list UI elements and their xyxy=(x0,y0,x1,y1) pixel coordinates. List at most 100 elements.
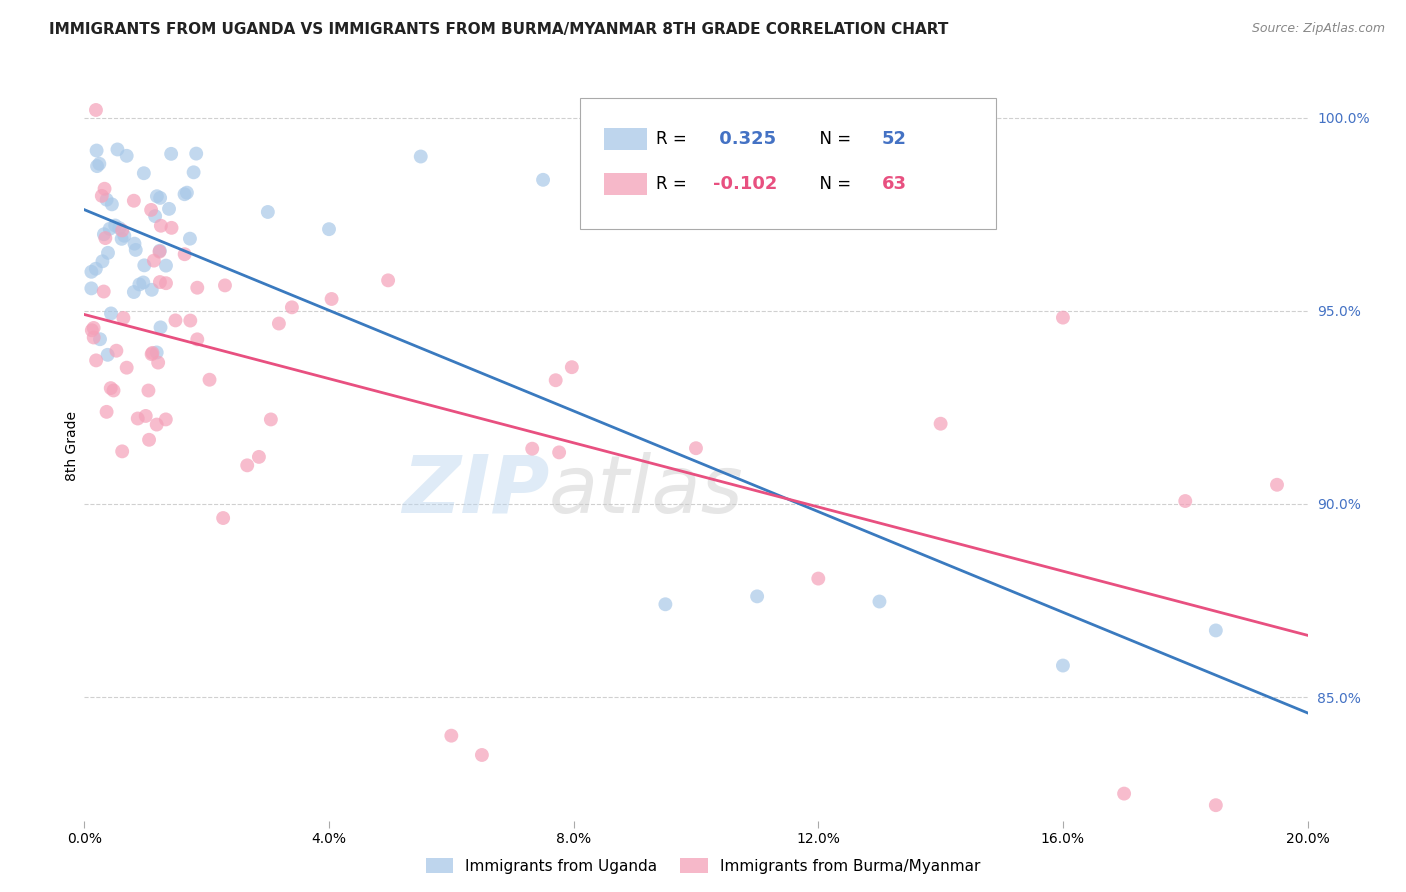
Point xyxy=(90,189,112,203)
Point xyxy=(267,317,290,331)
Point xyxy=(212,511,235,525)
Point xyxy=(929,417,952,431)
Text: IMMIGRANTS FROM UGANDA VS IMMIGRANTS FROM BURMA/MYANMAR 8TH GRADE CORRELATION CH: IMMIGRANTS FROM UGANDA VS IMMIGRANTS FRO… xyxy=(49,22,949,37)
Point xyxy=(149,244,172,258)
Point xyxy=(138,384,160,398)
Point xyxy=(107,143,129,157)
Point xyxy=(141,347,163,361)
Point xyxy=(747,590,769,604)
Point xyxy=(111,223,134,237)
Point xyxy=(83,330,105,344)
Point xyxy=(257,205,280,219)
Point xyxy=(179,232,201,246)
Point xyxy=(160,220,183,235)
Point xyxy=(155,276,177,290)
Point xyxy=(103,384,125,398)
Point xyxy=(97,245,120,260)
Point xyxy=(138,433,160,447)
Point xyxy=(176,186,198,200)
Point xyxy=(132,166,155,180)
Point xyxy=(143,209,166,223)
Point xyxy=(318,222,340,236)
Point xyxy=(236,458,259,473)
Text: 0.325: 0.325 xyxy=(713,130,776,148)
Text: 52: 52 xyxy=(882,130,907,148)
Text: R =: R = xyxy=(655,130,692,148)
Point xyxy=(127,411,149,425)
Point xyxy=(148,244,170,259)
Point xyxy=(89,332,111,346)
Point xyxy=(111,444,134,458)
Point xyxy=(149,219,172,233)
Point xyxy=(186,332,208,346)
Point xyxy=(146,189,169,203)
Y-axis label: 8th Grade: 8th Grade xyxy=(65,411,79,481)
Point xyxy=(115,149,138,163)
Point xyxy=(377,273,399,287)
Point xyxy=(98,221,121,235)
Point xyxy=(179,313,201,327)
Point xyxy=(94,231,117,245)
Point xyxy=(93,227,115,242)
Bar xyxy=(605,172,647,195)
Point xyxy=(198,373,221,387)
Point xyxy=(80,281,103,295)
Point xyxy=(80,323,103,337)
Point xyxy=(157,202,180,216)
Point xyxy=(183,165,205,179)
Point xyxy=(132,276,155,290)
Text: R =: R = xyxy=(655,175,692,193)
Point xyxy=(186,281,208,295)
Point xyxy=(471,747,494,762)
Point xyxy=(807,572,830,586)
Point xyxy=(685,441,707,455)
Text: ZIP: ZIP xyxy=(402,452,550,530)
Point xyxy=(1114,787,1136,801)
Point xyxy=(139,202,162,217)
Text: N =: N = xyxy=(808,130,856,148)
Point xyxy=(141,346,163,360)
Point xyxy=(108,221,131,235)
Point xyxy=(214,278,236,293)
Point xyxy=(321,292,343,306)
Point xyxy=(173,187,195,202)
Point xyxy=(654,597,676,611)
Point xyxy=(548,445,571,459)
Point xyxy=(86,159,108,173)
Point xyxy=(173,247,195,261)
Point xyxy=(84,103,107,117)
Point xyxy=(96,193,118,207)
Point xyxy=(531,173,554,187)
Point xyxy=(122,194,145,208)
Point xyxy=(1205,798,1227,813)
Point xyxy=(135,409,157,423)
Bar xyxy=(605,128,647,150)
Text: Source: ZipAtlas.com: Source: ZipAtlas.com xyxy=(1251,22,1385,36)
Point xyxy=(260,412,283,426)
Text: -0.102: -0.102 xyxy=(713,175,778,193)
Point xyxy=(111,232,134,246)
Point xyxy=(134,258,156,272)
Point xyxy=(112,228,135,243)
Point xyxy=(125,243,148,257)
Point xyxy=(80,265,103,279)
Point xyxy=(149,191,172,205)
Point xyxy=(155,259,177,273)
FancyBboxPatch shape xyxy=(579,97,995,228)
Point xyxy=(93,285,115,299)
Text: 63: 63 xyxy=(882,175,907,193)
Point xyxy=(1052,310,1074,325)
Point xyxy=(97,348,120,362)
Point xyxy=(149,320,172,334)
Point xyxy=(1174,494,1197,508)
Point xyxy=(440,729,463,743)
Point xyxy=(186,146,208,161)
Point xyxy=(115,360,138,375)
Point xyxy=(84,353,107,368)
Point xyxy=(160,146,183,161)
Point xyxy=(112,310,135,325)
Point xyxy=(141,283,163,297)
Point xyxy=(1052,658,1074,673)
Point xyxy=(561,360,583,375)
Point xyxy=(165,313,187,327)
